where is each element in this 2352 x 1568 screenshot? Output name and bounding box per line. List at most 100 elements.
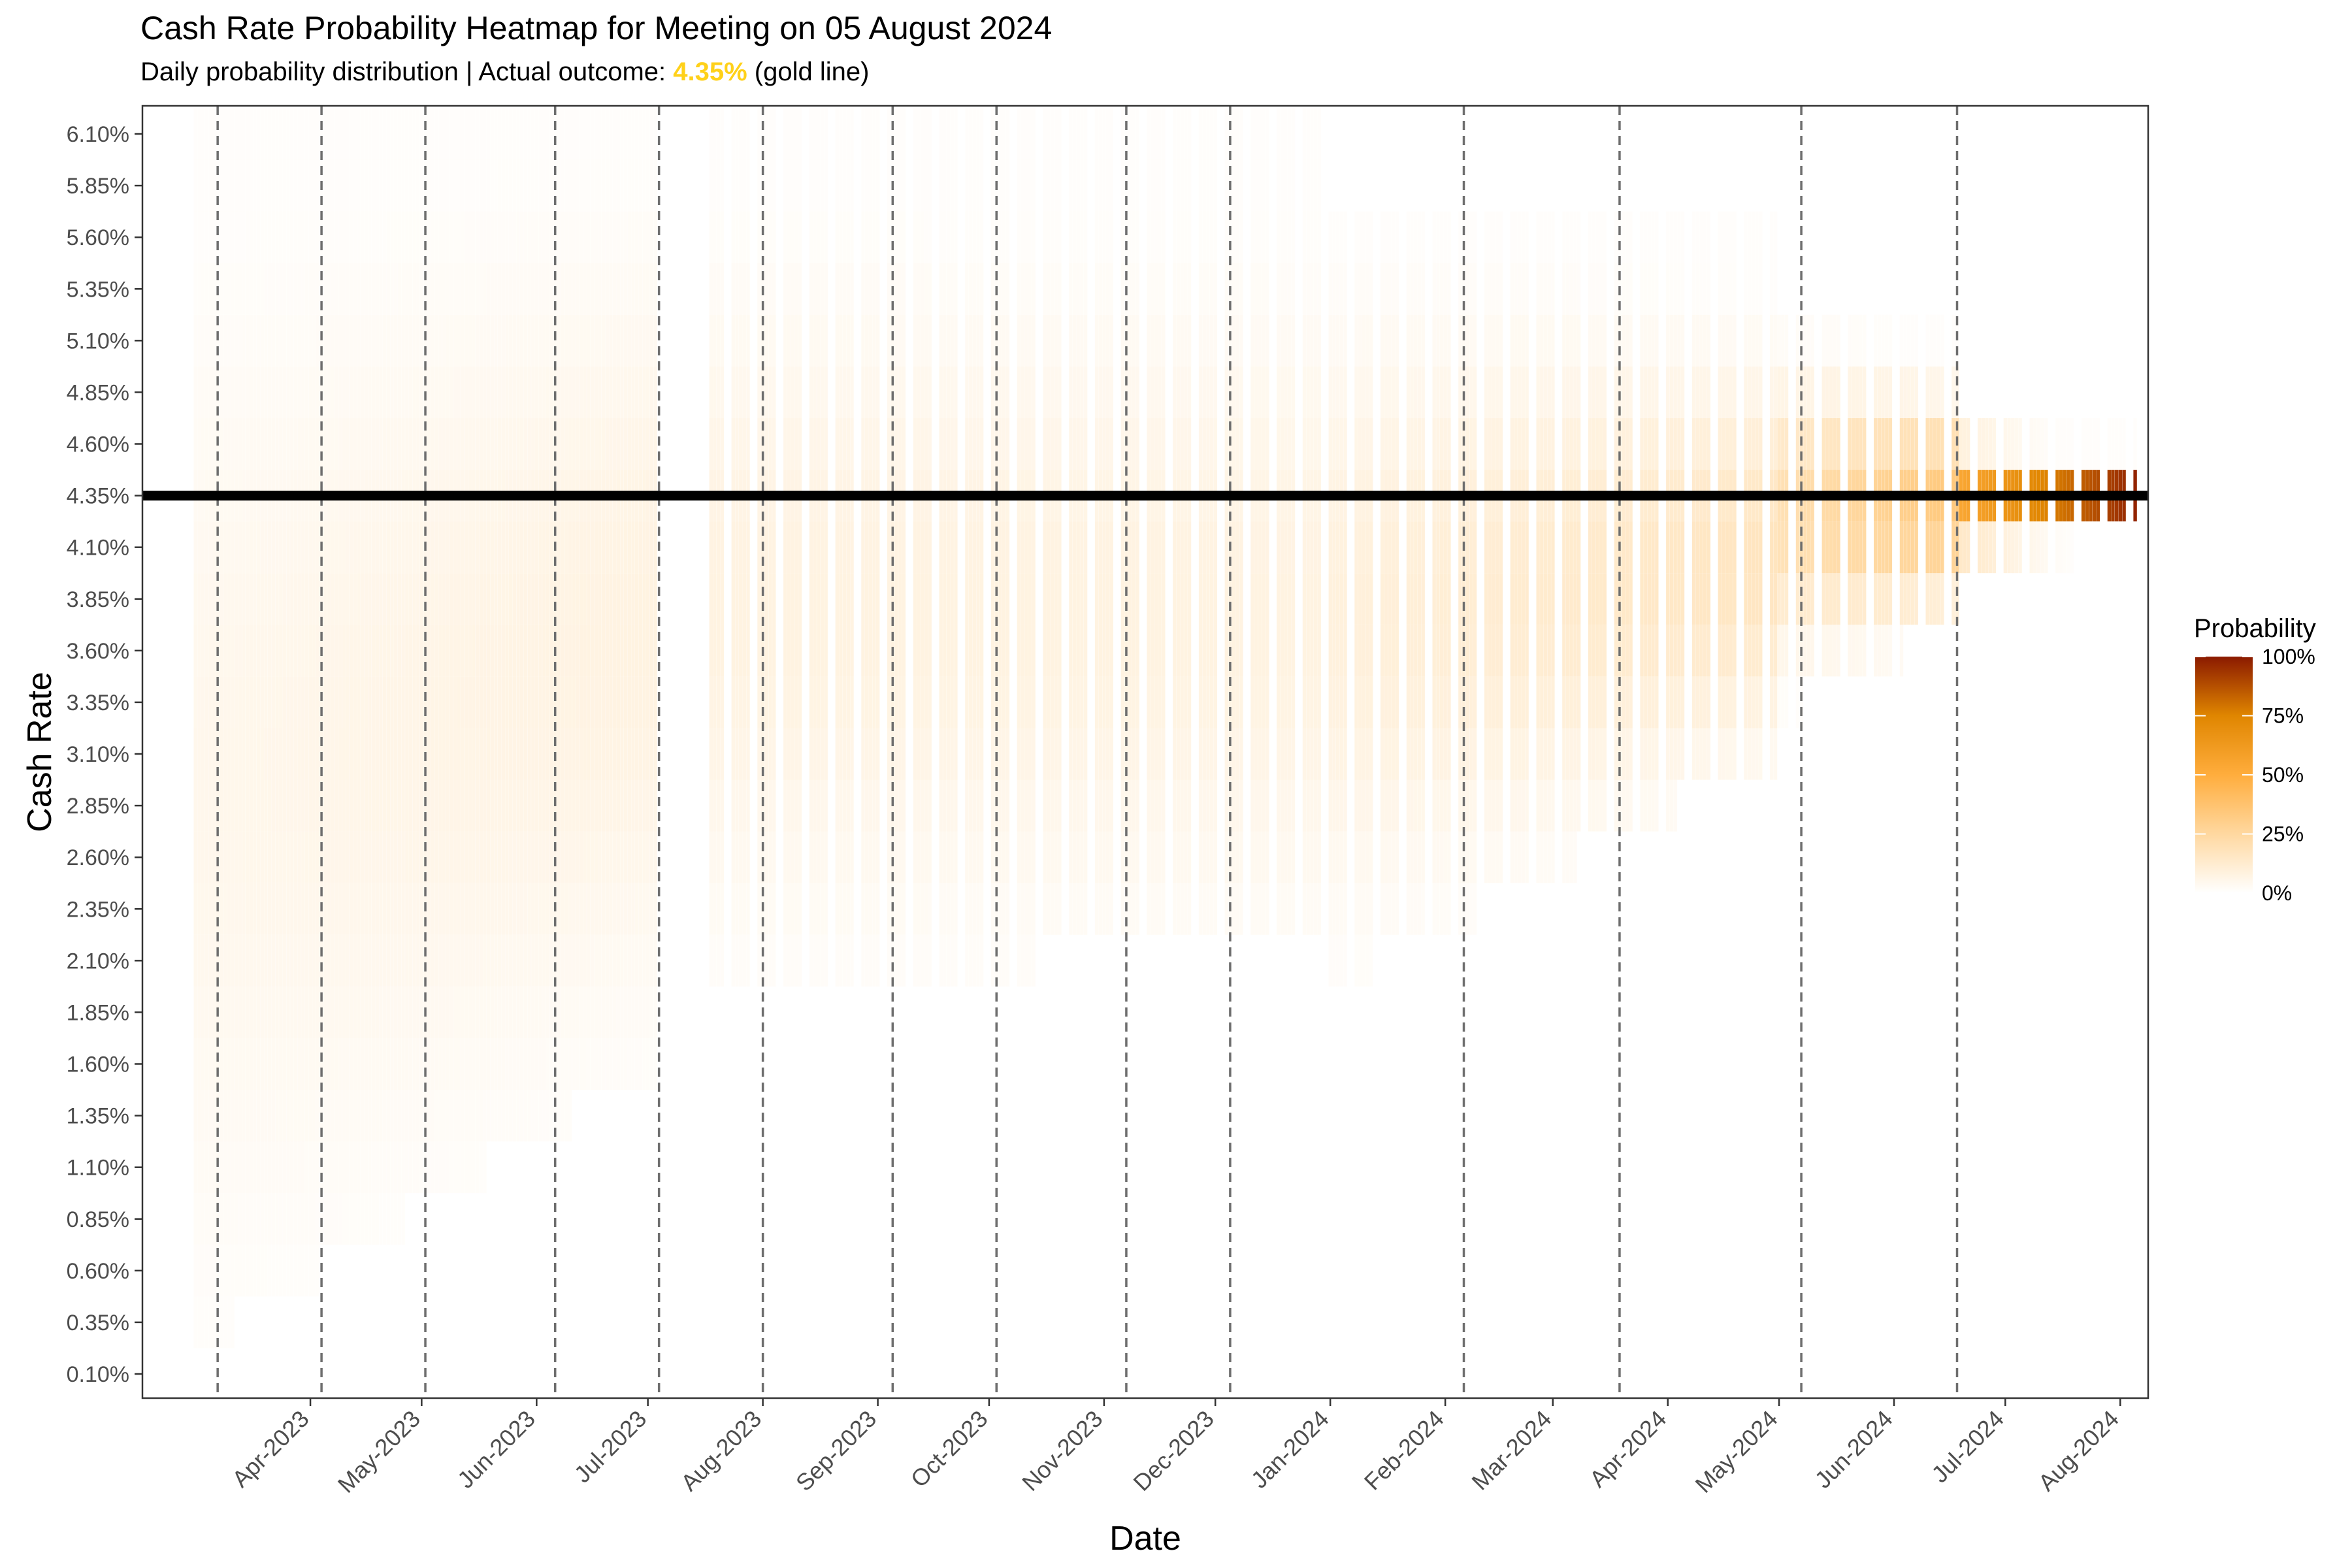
heatmap-cell — [464, 728, 468, 780]
heatmap-cell — [1258, 728, 1262, 780]
heatmap-cell — [1254, 159, 1258, 212]
heatmap-cell — [227, 1090, 231, 1142]
heatmap-cell — [212, 625, 216, 677]
heatmap-cell — [449, 779, 453, 832]
heatmap-cell — [653, 521, 657, 574]
heatmap-cell — [1002, 779, 1006, 832]
heatmap-cell — [1109, 159, 1113, 212]
heatmap-cell — [1154, 883, 1158, 935]
heatmap-cell — [709, 211, 713, 263]
heatmap-cell — [297, 779, 301, 832]
heatmap-cell — [1072, 418, 1077, 470]
heatmap-cell — [764, 728, 769, 780]
heatmap-cell — [479, 1090, 483, 1142]
heatmap-cell — [817, 883, 821, 935]
heatmap-cell — [301, 366, 305, 418]
heatmap-cell — [590, 986, 595, 1038]
heatmap-cell — [438, 418, 442, 470]
heatmap-cell — [416, 779, 420, 832]
heatmap-cell — [824, 263, 828, 315]
heatmap-cell — [991, 573, 995, 625]
heatmap-cell — [249, 1193, 253, 1245]
heatmap-cell — [1202, 779, 1206, 832]
heatmap-cell — [649, 625, 654, 677]
heatmap-cell — [1235, 728, 1239, 780]
heatmap-cell — [768, 159, 772, 212]
heatmap-cell — [1291, 779, 1296, 832]
heatmap-cell — [260, 831, 265, 883]
heatmap-cell — [583, 883, 587, 935]
heatmap-cell — [564, 831, 568, 883]
heatmap-cell — [290, 573, 294, 625]
heatmap-cell — [386, 779, 391, 832]
heatmap-cell — [282, 314, 287, 367]
heatmap-cell — [1310, 779, 1314, 832]
heatmap-cell — [1043, 159, 1047, 212]
heatmap-cell — [212, 779, 216, 832]
heatmap-cell — [649, 1038, 654, 1090]
heatmap-cell — [431, 883, 435, 935]
heatmap-cell — [1162, 883, 1166, 935]
heatmap-cell — [1358, 521, 1362, 574]
heatmap-cell — [709, 779, 713, 832]
heatmap-cell — [557, 1090, 561, 1142]
heatmap-cell — [434, 521, 438, 574]
heatmap-cell — [635, 728, 639, 780]
heatmap-cell — [1198, 314, 1203, 367]
heatmap-cell — [865, 263, 869, 315]
heatmap-cell — [917, 263, 921, 315]
heatmap-cell — [212, 1090, 216, 1142]
heatmap-cell — [564, 573, 568, 625]
heatmap-cell — [1250, 314, 1254, 367]
heatmap-cell — [212, 1193, 216, 1245]
heatmap-cell — [613, 986, 617, 1038]
heatmap-cell — [1176, 108, 1181, 160]
heatmap-cell — [286, 108, 290, 160]
heatmap-cell — [542, 934, 546, 987]
heatmap-cell — [275, 366, 279, 418]
heatmap-cell — [223, 211, 227, 263]
heatmap-cell — [227, 211, 231, 263]
heatmap-cell — [1410, 573, 1414, 625]
heatmap-cell — [716, 934, 721, 987]
heatmap-cell — [534, 883, 539, 935]
heatmap-cell — [357, 986, 361, 1038]
heatmap-cell — [264, 159, 268, 212]
heatmap-cell — [820, 883, 825, 935]
heatmap-cell — [924, 573, 928, 625]
heatmap-cell — [338, 573, 342, 625]
heatmap-cell — [1128, 676, 1132, 728]
heatmap-cell — [1209, 625, 1214, 677]
heatmap-cell — [590, 108, 595, 160]
heatmap-cell — [979, 211, 984, 263]
heatmap-cell — [1180, 108, 1184, 160]
heatmap-cell — [813, 934, 817, 987]
heatmap-cell — [1235, 883, 1239, 935]
heatmap-cell — [627, 108, 632, 160]
heatmap-cell — [486, 883, 491, 935]
heatmap-cell — [1050, 211, 1054, 263]
heatmap-cell — [713, 211, 717, 263]
heatmap-cell — [364, 831, 368, 883]
heatmap-cell — [204, 883, 208, 935]
heatmap-cell — [605, 728, 609, 780]
heatmap-cell — [434, 986, 438, 1038]
heatmap-cell — [509, 1038, 513, 1090]
heatmap-cell — [1317, 831, 1321, 883]
heatmap-cell — [991, 779, 995, 832]
heatmap-cell — [368, 1193, 372, 1245]
heatmap-cell — [1132, 779, 1136, 832]
heatmap-cell — [1209, 211, 1214, 263]
heatmap-cell — [394, 1038, 398, 1090]
heatmap-cell — [1239, 883, 1243, 935]
heatmap-cell — [312, 676, 316, 728]
heatmap-cell — [486, 1038, 491, 1090]
heatmap-cell — [472, 263, 476, 315]
heatmap-cell — [268, 625, 272, 677]
heatmap-cell — [1343, 418, 1347, 470]
heatmap-cell — [253, 573, 257, 625]
heatmap-cell — [1392, 521, 1396, 574]
heatmap-cell — [638, 934, 643, 987]
heatmap-cell — [490, 366, 494, 418]
heatmap-cell — [646, 728, 650, 780]
